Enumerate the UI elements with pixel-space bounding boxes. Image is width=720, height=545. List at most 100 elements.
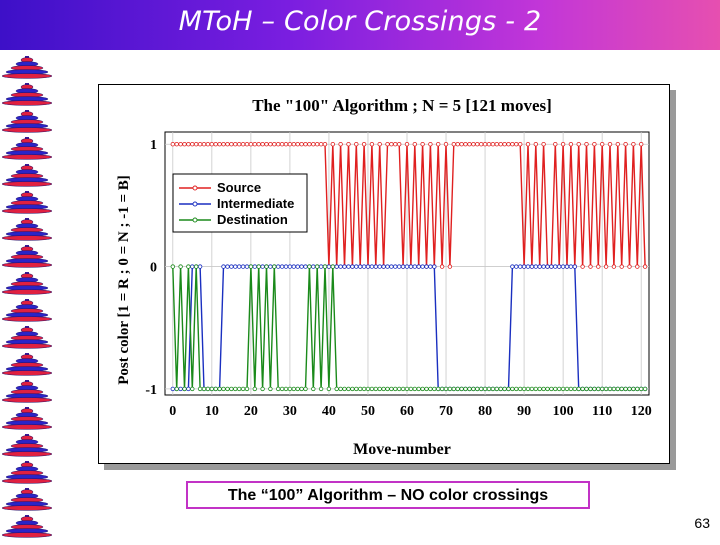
data-point	[182, 386, 187, 392]
data-point	[611, 264, 617, 269]
disc-stack	[1, 380, 53, 403]
data-point	[623, 142, 628, 147]
data-point	[318, 264, 324, 269]
disc-stack	[1, 191, 53, 214]
data-point	[584, 386, 589, 392]
disc	[1, 127, 53, 133]
data-point	[186, 142, 191, 147]
disc-stack	[1, 353, 53, 376]
data-point	[229, 386, 234, 392]
data-point	[275, 142, 281, 147]
data-point	[338, 142, 343, 147]
disc	[1, 370, 53, 376]
data-point	[549, 386, 554, 392]
disc-stack	[1, 515, 53, 538]
disc	[1, 235, 53, 241]
x-tick-label: 70	[439, 404, 453, 419]
data-point	[525, 264, 531, 269]
data-point	[303, 386, 308, 392]
data-point	[205, 142, 211, 147]
data-point	[436, 386, 441, 392]
data-point	[197, 386, 203, 392]
data-point	[623, 386, 628, 392]
data-point	[291, 386, 296, 392]
data-point	[381, 264, 386, 269]
data-point	[506, 142, 511, 147]
data-point	[576, 142, 581, 147]
data-point	[354, 142, 359, 147]
data-point	[568, 264, 574, 269]
data-point	[385, 264, 390, 269]
data-point	[174, 386, 179, 392]
data-point	[397, 142, 402, 147]
data-point	[361, 264, 367, 269]
data-point	[600, 142, 605, 147]
data-point	[244, 264, 250, 269]
data-point	[338, 386, 343, 392]
data-point	[365, 386, 371, 392]
data-point	[209, 142, 214, 147]
data-point	[545, 386, 550, 392]
data-point	[518, 386, 523, 392]
data-point	[182, 142, 187, 147]
data-point	[279, 142, 285, 147]
data-point	[518, 264, 523, 269]
data-point	[272, 264, 277, 269]
data-point	[170, 142, 175, 147]
legend-label: Intermediate	[217, 196, 294, 211]
data-point	[521, 264, 527, 269]
data-point	[455, 386, 460, 392]
data-point	[408, 264, 414, 269]
data-point	[264, 142, 269, 147]
x-tick-label: 20	[244, 404, 258, 419]
data-point	[244, 386, 250, 392]
data-point	[295, 386, 300, 392]
data-point	[275, 386, 281, 392]
data-point	[334, 264, 339, 269]
data-point	[518, 142, 523, 147]
data-point	[225, 264, 230, 269]
data-point	[408, 386, 414, 392]
disc	[1, 154, 53, 160]
data-point	[404, 264, 410, 269]
data-point	[603, 264, 609, 269]
data-point	[170, 264, 175, 269]
data-point	[311, 386, 316, 392]
data-point	[451, 386, 456, 392]
data-point	[580, 264, 585, 269]
data-point	[287, 142, 293, 147]
data-point	[588, 386, 593, 392]
data-point	[412, 386, 417, 392]
x-tick-label: 40	[322, 404, 336, 419]
data-point	[385, 142, 390, 147]
data-point	[642, 386, 648, 392]
data-point	[529, 386, 535, 392]
data-point	[627, 386, 632, 392]
disc-stack	[1, 434, 53, 457]
data-point	[502, 386, 507, 392]
data-point	[178, 142, 183, 147]
data-point	[314, 264, 320, 269]
data-point	[615, 386, 620, 392]
data-point	[279, 264, 285, 269]
legend-marker	[192, 185, 198, 191]
data-point	[482, 142, 488, 147]
data-point	[361, 142, 367, 147]
data-point	[596, 264, 601, 269]
data-point	[209, 386, 214, 392]
data-point	[541, 386, 546, 392]
data-point	[393, 386, 398, 392]
data-point	[510, 142, 515, 147]
data-point	[424, 386, 429, 392]
data-point	[236, 264, 242, 269]
data-point	[514, 264, 519, 269]
data-point	[233, 386, 238, 392]
disc-stack	[1, 299, 53, 322]
x-tick-label: 50	[361, 404, 375, 419]
data-point	[342, 264, 347, 269]
data-point	[584, 142, 589, 147]
data-point	[299, 264, 304, 269]
data-point	[568, 142, 574, 147]
data-point	[205, 386, 211, 392]
data-point	[471, 142, 476, 147]
